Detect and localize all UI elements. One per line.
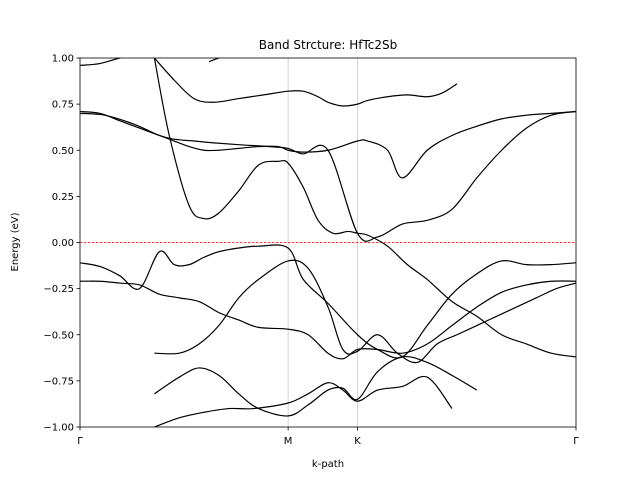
y-tick-label: 1.00 — [52, 54, 74, 65]
y-tick-label: −1.00 — [43, 423, 74, 434]
x-tick-label: Γ — [77, 436, 83, 447]
band-line — [154, 259, 576, 364]
band-line — [80, 244, 576, 359]
x-axis-label: k-path — [312, 459, 344, 470]
y-tick-label: 0.50 — [52, 146, 74, 157]
high-symmetry-gridlines — [287, 58, 358, 427]
y-tick-label: −0.50 — [43, 330, 74, 341]
band-line — [80, 58, 221, 66]
y-tick-label: 0.00 — [52, 238, 74, 249]
y-tick-label: −0.25 — [43, 284, 74, 295]
y-tick-label: 0.75 — [52, 100, 74, 111]
chart-title: Band Strcture: HfTc2Sb — [259, 38, 397, 52]
band-lines — [80, 58, 576, 427]
x-tick-label: K — [354, 436, 361, 447]
x-tick-label: Γ — [573, 436, 579, 447]
band-line — [153, 58, 576, 358]
y-axis-ticks: −1.00 −0.75 −0.50 −0.25 0.00 0.25 0.50 0.75 1.00 — [43, 54, 80, 434]
x-tick-label: M — [284, 436, 293, 447]
band-line — [80, 280, 576, 360]
y-tick-label: 0.25 — [52, 192, 74, 203]
y-axis-label: Energy (eV) — [10, 212, 21, 271]
band-line — [154, 375, 453, 427]
band-line — [80, 110, 576, 242]
y-tick-label: −0.75 — [43, 376, 74, 387]
band-line — [154, 355, 478, 417]
band-line — [153, 58, 458, 107]
band-line — [80, 110, 576, 179]
